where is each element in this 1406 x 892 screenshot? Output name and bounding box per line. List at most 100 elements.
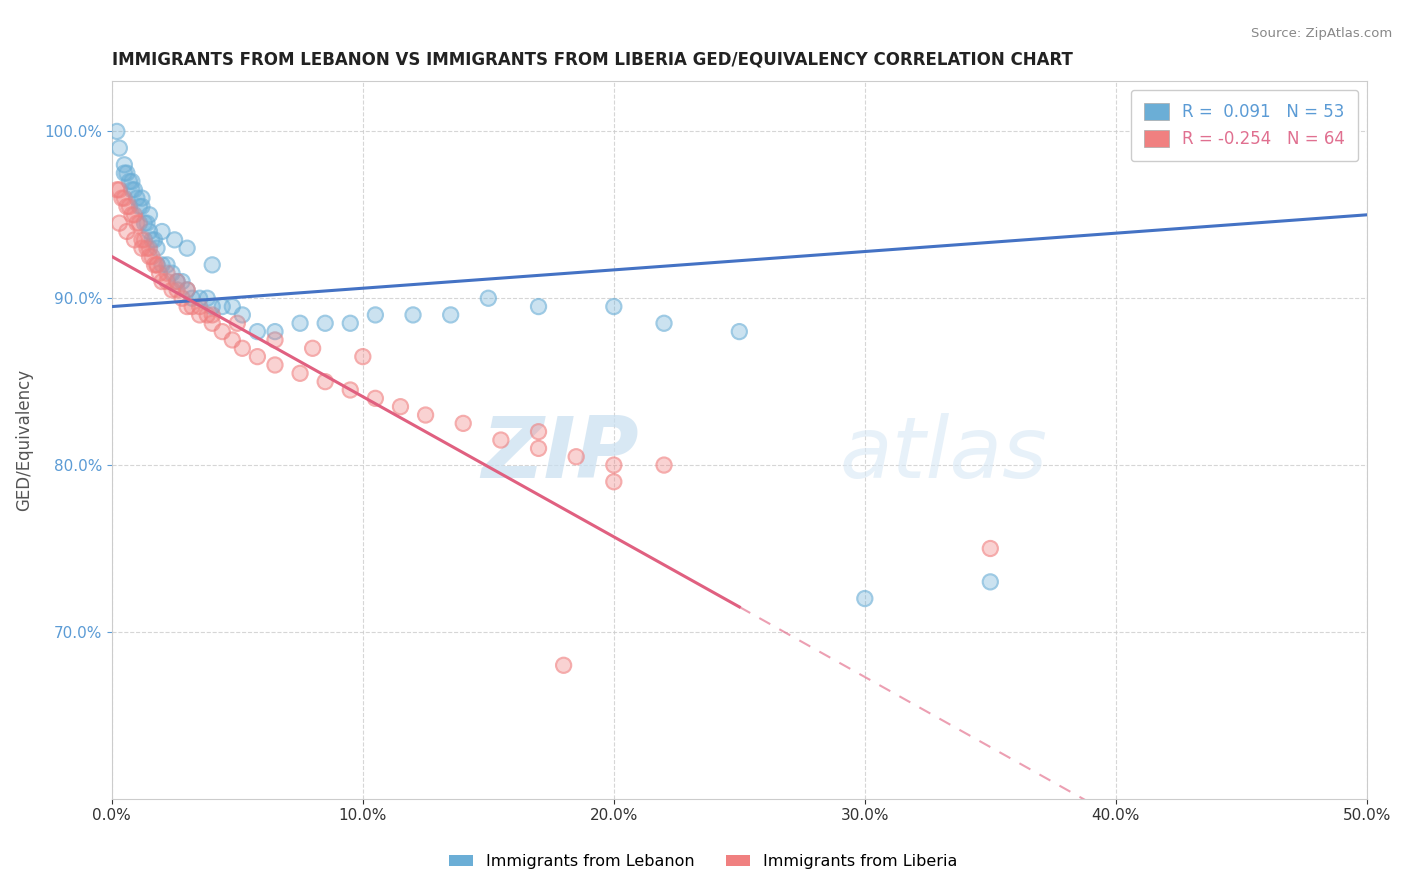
Point [264, 358, 287, 372]
Point [150, 258, 173, 272]
Point [136, 241, 159, 255]
Point [118, 174, 141, 188]
Point [553, 658, 575, 673]
Point [176, 283, 198, 297]
Point [221, 300, 243, 314]
Legend: Immigrants from Lebanon, Immigrants from Liberia: Immigrants from Lebanon, Immigrants from… [443, 847, 963, 875]
Point [188, 300, 211, 314]
Point [489, 433, 512, 447]
Point [188, 300, 211, 314]
Point [131, 241, 153, 255]
Point [652, 458, 675, 472]
Point [288, 367, 311, 381]
Point [172, 291, 194, 305]
Point [979, 574, 1001, 589]
Point [440, 308, 463, 322]
Point [188, 291, 211, 305]
Text: ZIP: ZIP [481, 413, 638, 496]
Point [121, 208, 143, 222]
Point [176, 300, 198, 314]
Point [160, 266, 183, 280]
Point [112, 158, 135, 172]
Point [201, 300, 224, 314]
Point [150, 275, 173, 289]
Point [389, 400, 412, 414]
Point [201, 258, 224, 272]
Point [141, 233, 163, 247]
Point [221, 333, 243, 347]
Point [288, 316, 311, 330]
Point [136, 216, 159, 230]
Point [125, 191, 148, 205]
Point [246, 325, 269, 339]
Point [124, 208, 146, 222]
Point [163, 233, 186, 247]
Point [160, 266, 183, 280]
Point [121, 183, 143, 197]
Text: Source: ZipAtlas.com: Source: ZipAtlas.com [1251, 27, 1392, 40]
Point [527, 300, 550, 314]
Point [160, 283, 183, 297]
Point [176, 283, 198, 297]
Point [201, 308, 224, 322]
Point [108, 141, 131, 155]
Point [115, 166, 138, 180]
Point [138, 208, 160, 222]
Point [125, 216, 148, 230]
Point [211, 300, 233, 314]
Point [156, 258, 179, 272]
Point [389, 400, 412, 414]
Point [150, 275, 173, 289]
Point [143, 233, 166, 247]
Point [201, 308, 224, 322]
Point [264, 325, 287, 339]
Point [138, 225, 160, 239]
Point [112, 158, 135, 172]
Point [156, 275, 179, 289]
Point [231, 341, 253, 355]
Point [108, 183, 131, 197]
Point [527, 442, 550, 456]
Point [146, 241, 169, 255]
Point [195, 291, 218, 305]
Point [166, 283, 188, 297]
Point [148, 266, 170, 280]
Point [211, 300, 233, 314]
Point [565, 450, 588, 464]
Point [201, 258, 224, 272]
Point [128, 216, 150, 230]
Text: IMMIGRANTS FROM LEBANON VS IMMIGRANTS FROM LIBERIA GED/EQUIVALENCY CORRELATION C: IMMIGRANTS FROM LEBANON VS IMMIGRANTS FR… [112, 51, 1073, 69]
Point [181, 291, 204, 305]
Point [128, 199, 150, 213]
Point [201, 300, 224, 314]
Point [211, 325, 233, 339]
Point [138, 250, 160, 264]
Point [124, 208, 146, 222]
Point [166, 275, 188, 289]
Point [402, 308, 425, 322]
Point [603, 475, 626, 489]
Point [477, 291, 499, 305]
Point [364, 392, 387, 406]
Point [979, 541, 1001, 556]
Point [264, 333, 287, 347]
Text: atlas: atlas [839, 413, 1047, 496]
Point [118, 199, 141, 213]
Point [105, 183, 128, 197]
Point [150, 258, 173, 272]
Point [150, 225, 173, 239]
Point [440, 308, 463, 322]
Point [115, 166, 138, 180]
Point [111, 191, 134, 205]
Point [134, 233, 156, 247]
Point [143, 233, 166, 247]
Point [603, 300, 626, 314]
Point [979, 541, 1001, 556]
Point [553, 658, 575, 673]
Point [105, 183, 128, 197]
Point [195, 308, 218, 322]
Point [264, 325, 287, 339]
Point [108, 141, 131, 155]
Point [121, 174, 143, 188]
Point [728, 325, 751, 339]
